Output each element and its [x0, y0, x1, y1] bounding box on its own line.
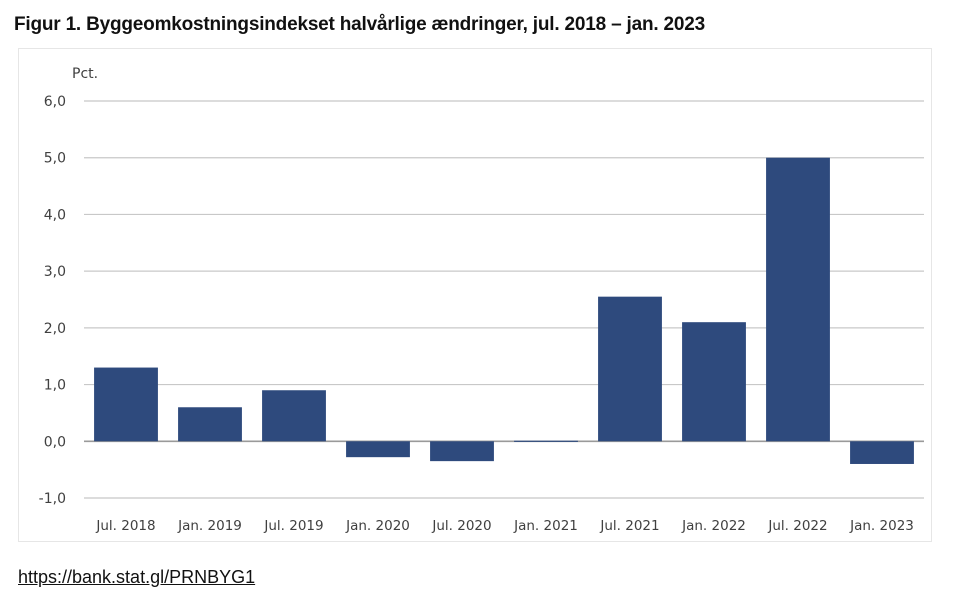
bar	[346, 441, 410, 458]
figure-title: Figur 1. Byggeomkostningsindekset halvår…	[14, 14, 705, 35]
y-tick-label: -1,0	[39, 491, 66, 507]
bar	[178, 407, 242, 442]
bar	[682, 322, 746, 442]
x-tick-label: Jan. 2022	[681, 518, 746, 534]
source-link[interactable]: https://bank.stat.gl/PRNBYG1	[18, 567, 256, 587]
x-tick-label: Jul. 2019	[263, 518, 323, 534]
x-tick-label: Jan. 2021	[513, 518, 578, 534]
y-tick-label: 4,0	[44, 207, 66, 223]
y-axis-unit-label: Pct.	[72, 66, 98, 82]
x-tick-label: Jan. 2020	[345, 518, 410, 534]
y-tick-label: 3,0	[44, 264, 66, 280]
x-axis-labels: Jul. 2018 Jan. 2019 Jul. 2019 Jan. 2020 Jul.…	[95, 518, 913, 534]
x-tick-label: Jan. 2023	[849, 518, 914, 534]
chart-frame	[18, 48, 932, 542]
bar	[514, 440, 578, 442]
y-tick-label: 0,0	[44, 434, 66, 450]
y-tick-label: 2,0	[44, 321, 66, 337]
bar	[262, 390, 326, 442]
bar	[94, 367, 158, 442]
y-tick-label: 1,0	[44, 378, 66, 394]
x-tick-label: Jul. 2020	[431, 518, 491, 534]
bar	[766, 157, 830, 442]
bar	[850, 441, 914, 464]
x-tick-label: Jul. 2022	[767, 518, 827, 534]
y-tick-label: 6,0	[44, 94, 66, 110]
bar-chart: Pct. -1,0 0,0 1,0 2,0 3,0 4,0 5,0 6,0 Jul. 2018…	[39, 66, 924, 534]
bars	[94, 157, 914, 464]
x-tick-label: Jan. 2019	[177, 518, 242, 534]
x-tick-label: Jul. 2018	[95, 518, 155, 534]
x-tick-label: Jul. 2021	[599, 518, 659, 534]
bar	[430, 441, 494, 462]
y-tick-label: 5,0	[44, 151, 66, 167]
bar	[598, 296, 662, 442]
y-axis-ticks: -1,0 0,0 1,0 2,0 3,0 4,0 5,0 6,0	[39, 94, 66, 507]
